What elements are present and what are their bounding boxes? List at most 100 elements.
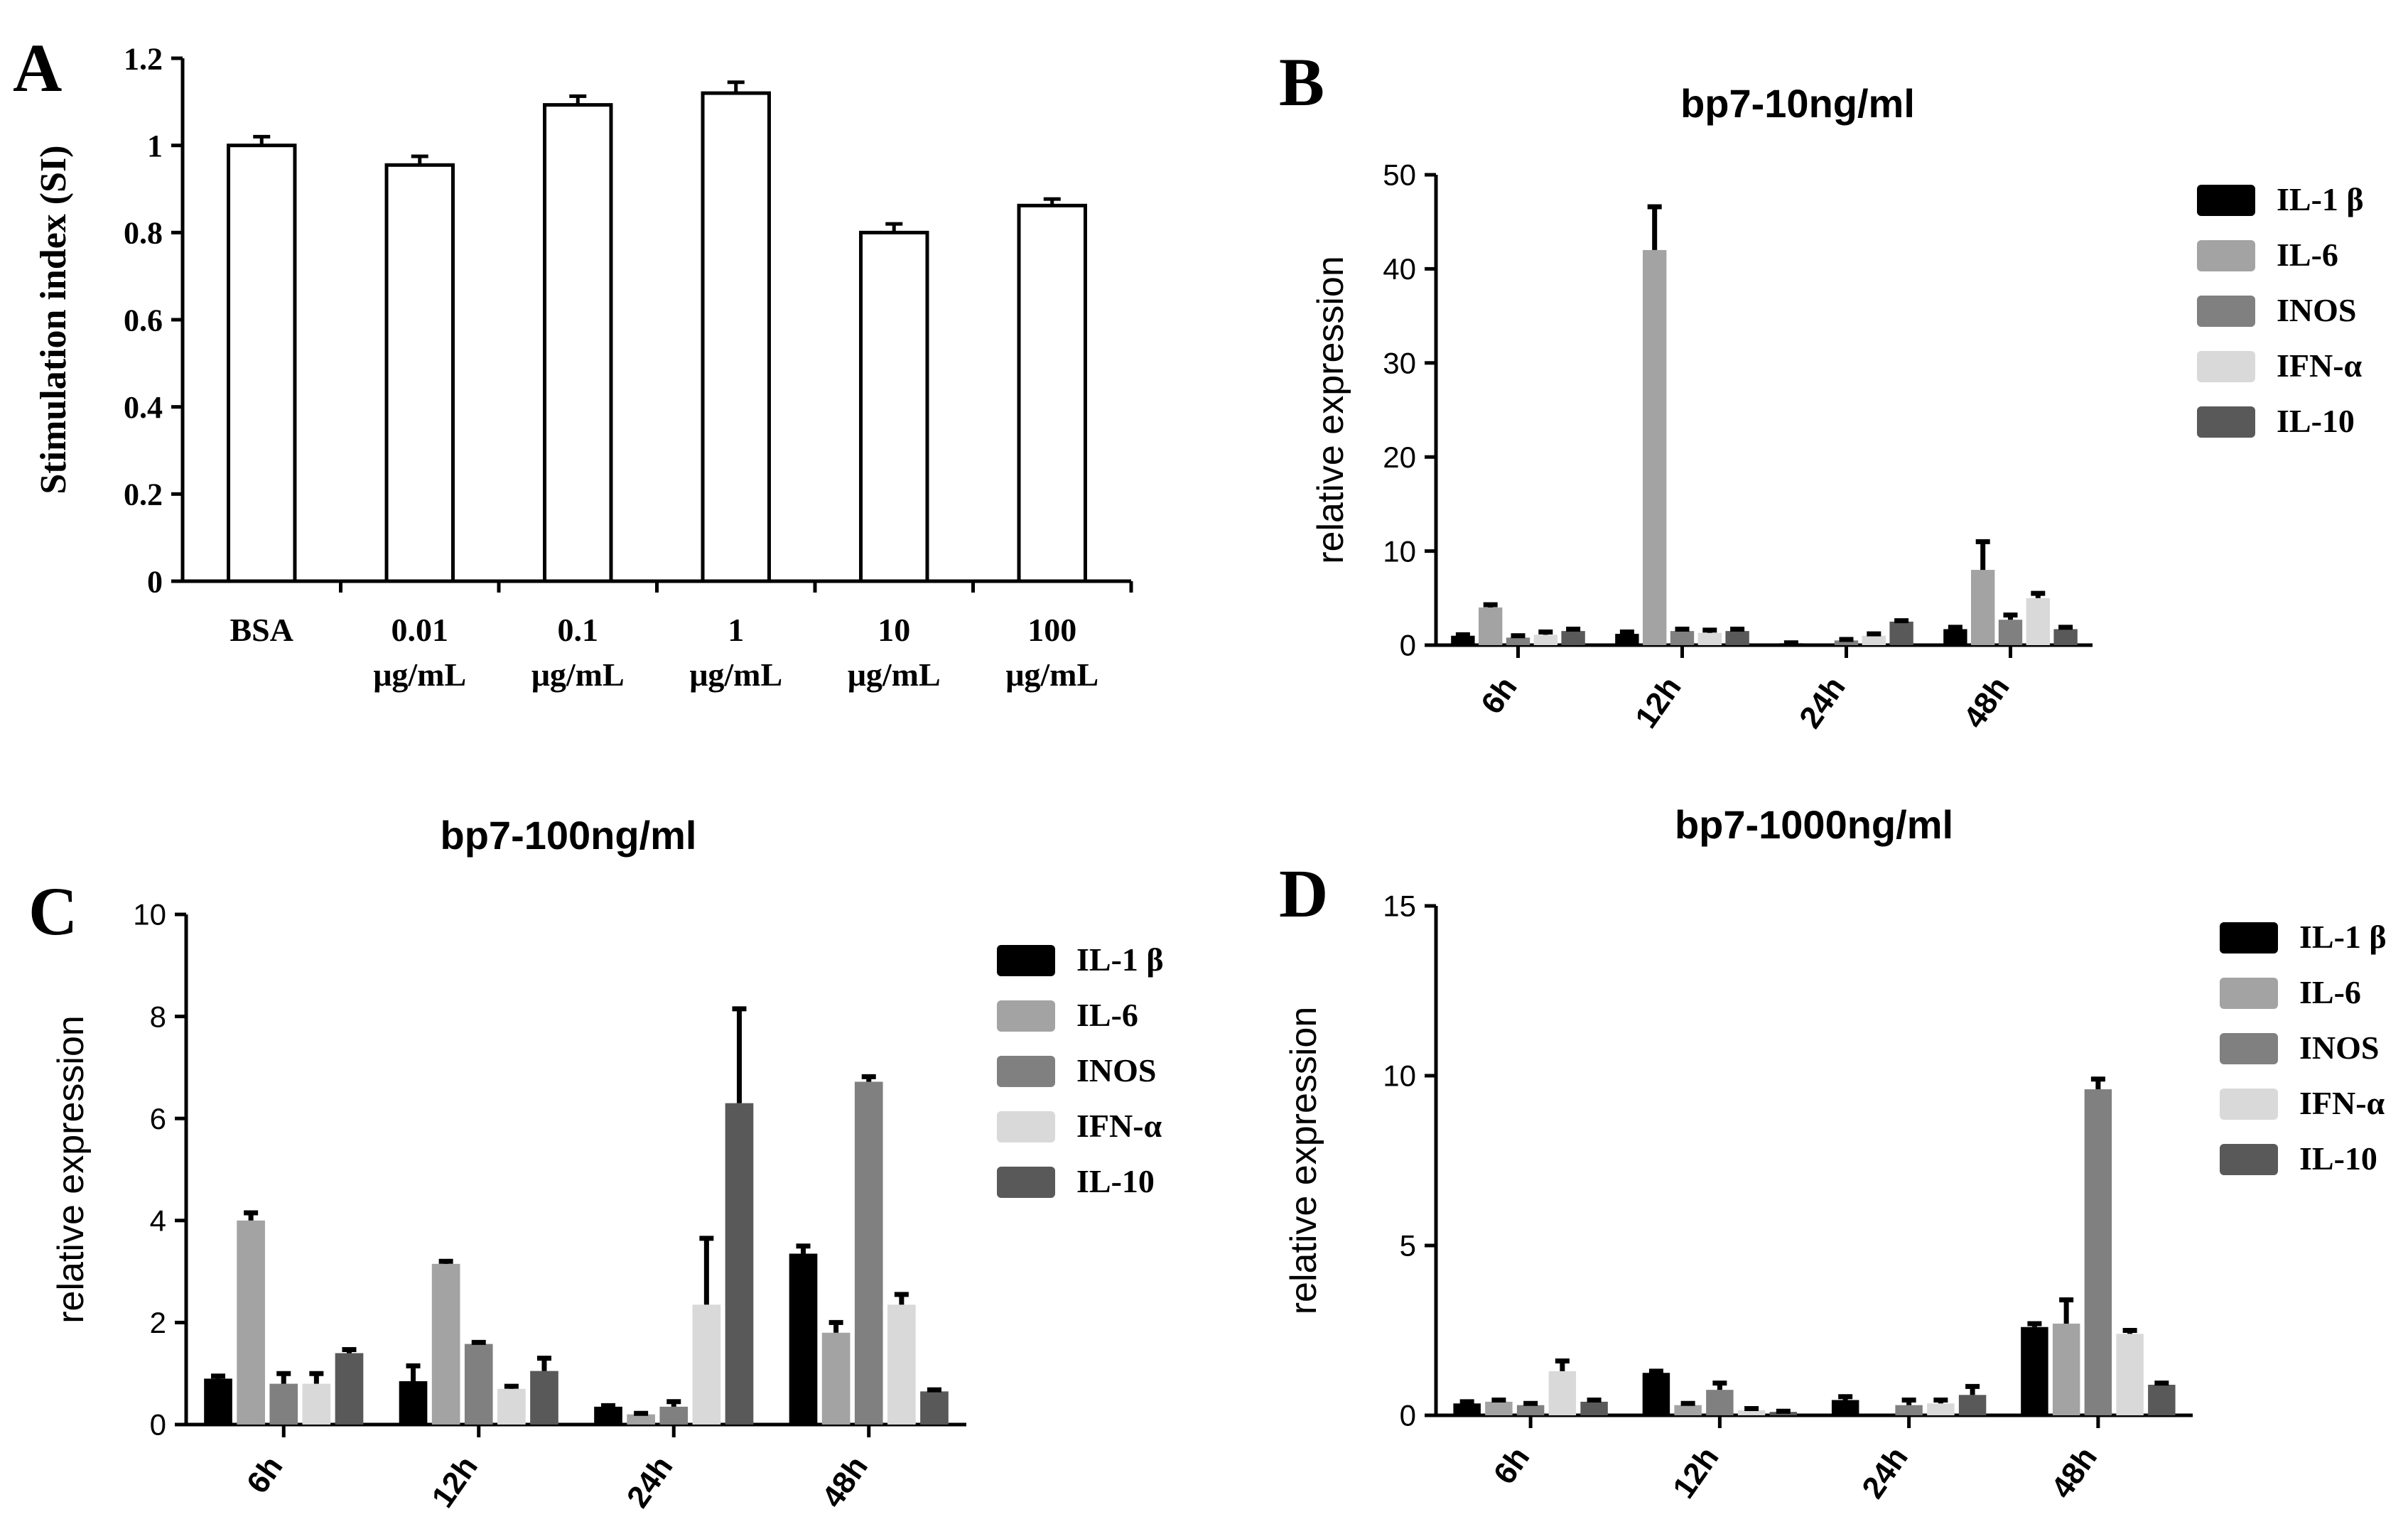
y-axis-label: relative expression (1283, 1007, 1324, 1315)
legend: IL-1 β IL-6 INOS IFN-α IL-10 (997, 941, 1164, 1199)
x-tick-label: μg/mL (1005, 657, 1098, 693)
legend-swatch (2220, 978, 2278, 1009)
legend-swatch (2220, 922, 2278, 953)
bar (887, 1304, 916, 1425)
bar (399, 1381, 428, 1425)
y-tick-label: 6 (150, 1102, 166, 1135)
chart-title: bp7-100ng/ml (441, 813, 697, 858)
x-tick-label: 24h (1793, 671, 1852, 735)
x-tick-label: BSA (230, 612, 293, 648)
legend-label: IFN-α (2277, 347, 2363, 384)
x-tick-label: 0.1 (558, 612, 599, 648)
x-tick-label: 12h (1666, 1441, 1726, 1505)
x-tick-label: 10 (878, 612, 910, 648)
legend-label: IL-1 β (2277, 181, 2364, 217)
bar (821, 1332, 851, 1425)
bar (1895, 1405, 1923, 1415)
legend-swatch (997, 945, 1055, 976)
bar (1971, 570, 1995, 645)
bar (1485, 1401, 1513, 1415)
y-tick-label: 0.2 (124, 477, 163, 512)
y-axis-label: relative expression (1310, 256, 1351, 564)
x-tick-label: 48h (1957, 671, 2016, 735)
chart-title: bp7-10ng/ml (1680, 81, 1915, 126)
legend-label: IL-6 (2299, 974, 2361, 1010)
bar (1017, 203, 1087, 583)
panel-letter: A (13, 30, 62, 106)
bar (859, 230, 929, 583)
bar (2053, 629, 2078, 645)
bar (2148, 1384, 2176, 1415)
legend-label: IL-6 (2277, 237, 2338, 273)
bar (1834, 640, 1859, 645)
bar (1889, 621, 1913, 645)
x-tick-label: μg/mL (689, 657, 782, 693)
bar (1642, 1373, 1670, 1415)
bar (431, 1263, 460, 1425)
y-tick-label: 20 (1383, 441, 1416, 474)
legend: IL-1 β IL-6 INOS IFN-α IL-10 (2220, 919, 2387, 1177)
bar (1927, 1403, 1955, 1415)
bar (335, 1353, 364, 1425)
y-tick-label: 4 (150, 1204, 166, 1238)
legend-label: IL-10 (2299, 1140, 2377, 1177)
bar (627, 1414, 655, 1425)
y-tick-label: 10 (133, 898, 166, 931)
y-tick-label: 0 (1400, 629, 1416, 662)
bar (1548, 1371, 1577, 1415)
bar (530, 1371, 558, 1425)
bar (701, 91, 771, 583)
bar (1561, 631, 1585, 645)
bar (497, 1388, 526, 1425)
legend-label: IL-1 β (1076, 941, 1164, 978)
y-tick-label: 2 (150, 1306, 166, 1339)
bar (854, 1081, 883, 1425)
bar (1516, 1405, 1545, 1415)
bar (1670, 631, 1695, 645)
legend-swatch (2197, 240, 2255, 271)
x-tick-label: μg/mL (531, 657, 625, 693)
legend-label: IL-6 (1076, 997, 1138, 1033)
y-tick-label: 1.2 (124, 41, 163, 76)
y-tick-label: 5 (1400, 1229, 1416, 1263)
bar (1506, 637, 1530, 645)
bar (269, 1383, 298, 1425)
bar (2116, 1334, 2144, 1415)
bar (237, 1220, 265, 1425)
bar (1580, 1401, 1608, 1415)
bar (1451, 635, 1475, 645)
bar (1831, 1400, 1859, 1415)
bar (1706, 1390, 1734, 1415)
x-tick-label: 6h (1474, 671, 1524, 720)
y-axis-label: relative expression (50, 1015, 92, 1324)
x-tick-label: 12h (425, 1450, 485, 1514)
bar (725, 1103, 754, 1425)
y-tick-label: 0 (150, 1408, 166, 1442)
bar (1862, 635, 1886, 645)
y-tick-label: 10 (1383, 1059, 1416, 1093)
legend-swatch (2220, 1088, 2278, 1120)
chart-title: bp7-1000ng/ml (1675, 802, 1953, 847)
bar (1453, 1403, 1481, 1415)
y-tick-label: 30 (1383, 347, 1416, 380)
x-tick-label: 48h (815, 1450, 875, 1514)
bar (920, 1391, 949, 1425)
bar (227, 144, 297, 583)
bar (659, 1406, 689, 1425)
legend-swatch (2197, 296, 2255, 327)
bar (692, 1304, 721, 1425)
bar (2052, 1323, 2080, 1415)
legend-swatch (997, 1000, 1055, 1032)
x-tick-label: μg/mL (848, 657, 941, 693)
x-tick-label: 1 (728, 612, 744, 648)
bar (543, 103, 613, 583)
bar (464, 1344, 493, 1425)
bar (2026, 598, 2050, 645)
x-tick-label: 0.01 (392, 612, 449, 648)
bar (1958, 1395, 1987, 1415)
legend-label: IL-1 β (2299, 919, 2387, 955)
legend-swatch (997, 1111, 1055, 1142)
bar (1697, 632, 1722, 645)
panel-a: A 0 0.2 0.4 0.6 0.8 1 1.2 Stimulation index (SI)… (13, 30, 1133, 693)
